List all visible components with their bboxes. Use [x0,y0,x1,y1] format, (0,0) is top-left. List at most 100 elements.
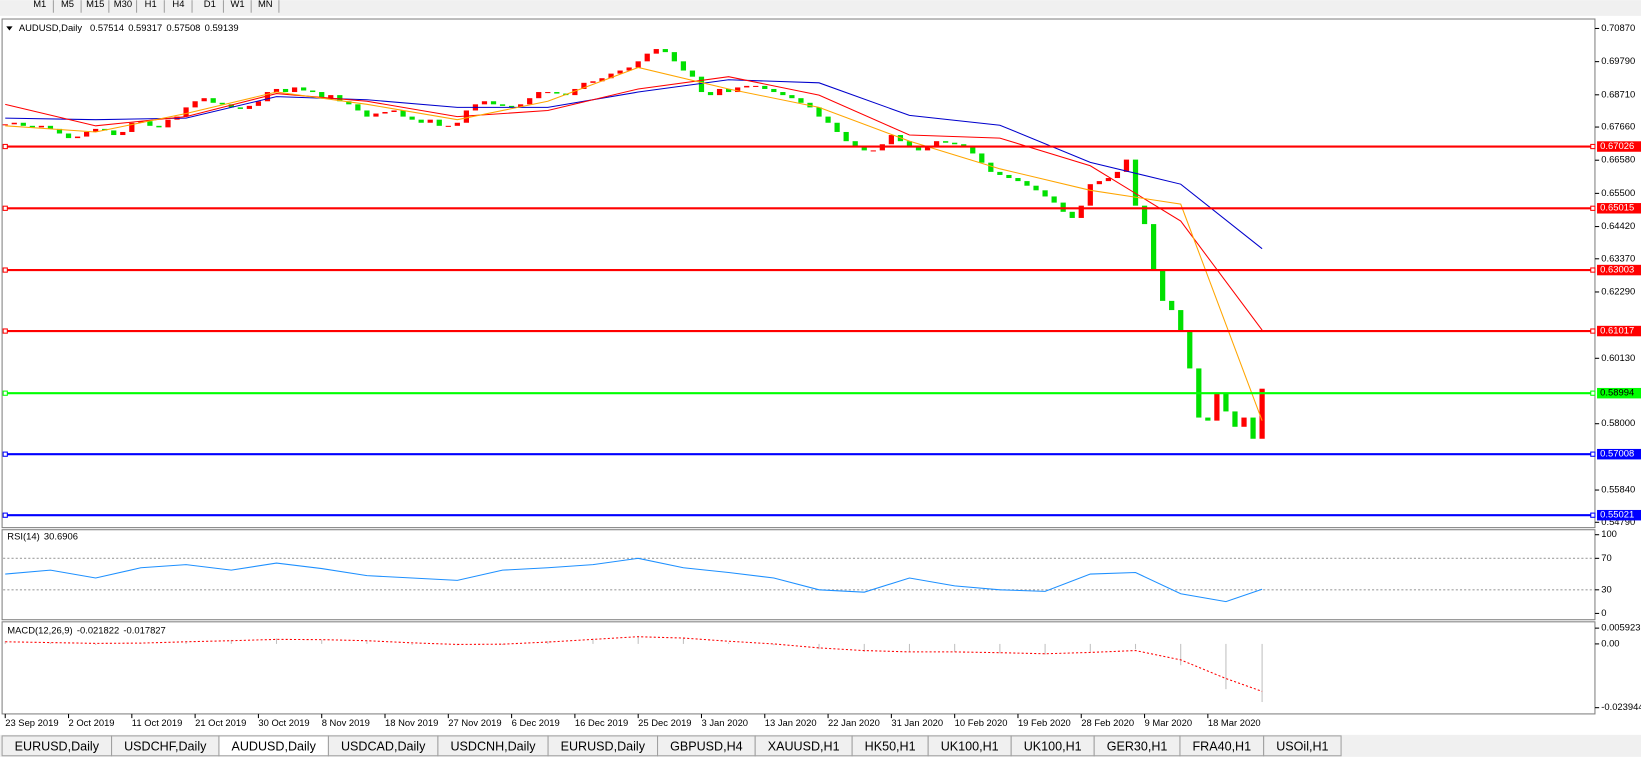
candle [825,116,831,123]
macd-bar [411,643,413,645]
candle [156,125,162,128]
tab-label[interactable]: UK100,H1 [1024,740,1082,754]
candle [328,95,334,99]
candle [1024,181,1030,186]
level-label-box [1597,325,1641,337]
candle [138,121,144,123]
macd-bar [1134,643,1137,650]
tab-label[interactable]: HK50,H1 [865,740,916,754]
candle [762,85,768,89]
timeframe-button[interactable]: H1 [145,0,157,9]
x-tick-label: 3 Jan 2020 [701,717,748,728]
timeframe-button[interactable]: M1 [33,0,46,9]
candle [1141,205,1148,225]
level-handle [1590,267,1596,273]
candle [183,107,189,117]
tab-label[interactable]: USDCHF,Daily [124,740,207,754]
candle [364,110,370,117]
candle [255,101,262,106]
candle [129,122,135,132]
tab-label[interactable]: USOil,H1 [1276,740,1328,754]
macd-bar [275,638,278,644]
timeframe-button[interactable]: M15 [86,0,104,9]
candle [400,110,406,117]
macd-bar [863,643,865,652]
y-tick-label: 0.67660 [1601,121,1635,132]
ohlc-value: 0.59139 [205,22,239,33]
candle [753,85,759,87]
level-handle [2,267,8,273]
candle [943,141,949,143]
timeframe-button[interactable]: W1 [231,0,245,9]
candle [264,92,271,102]
x-tick-label: 25 Dec 2019 [638,717,691,728]
tab-label[interactable]: XAUUSD,H1 [768,740,840,754]
candle [373,113,379,117]
ohlc-value: 0.57514 [90,22,124,33]
tab-label[interactable]: FRA40,H1 [1193,740,1252,754]
candle [319,92,325,99]
tab-label[interactable]: EURUSD,Daily [15,740,100,754]
macd-bar [999,643,1001,654]
tab-label[interactable]: UK100,H1 [941,740,999,754]
y-tick-label: 0.60130 [1601,352,1635,363]
candle [689,70,696,77]
y-tick-label: 0.65500 [1601,187,1635,198]
y-tick-label: 0.005923 [1601,622,1640,633]
tab-label[interactable]: USDCNH,Daily [450,740,536,754]
tab-label[interactable]: GER30,H1 [1107,740,1168,754]
macd-bar [1044,643,1046,655]
candle [662,49,668,53]
candle [56,128,63,134]
x-tick-label: 22 Jan 2020 [828,717,880,728]
timeframe-button[interactable]: M30 [114,0,132,9]
candle [147,121,153,126]
timeframe-button[interactable]: M5 [61,0,74,9]
candle [581,82,587,89]
tab-label[interactable]: EURUSD,Daily [561,740,646,754]
candle [427,119,433,123]
macd-bar [592,638,594,644]
candle [11,122,17,125]
candle [391,110,397,113]
timeframe-button[interactable]: H4 [172,0,184,9]
x-tick-label: 8 Nov 2019 [322,717,370,728]
candle [970,147,976,154]
candle [454,122,460,126]
tab[interactable] [1263,735,1342,757]
tab-label[interactable]: USDCAD,Daily [341,740,426,754]
x-tick-label: 27 Nov 2019 [448,717,501,728]
tab-label[interactable]: GBPUSD,H4 [670,740,743,754]
candle [870,150,876,152]
candle [337,95,343,102]
y-tick-label: 0.70870 [1601,22,1635,33]
candle [988,162,994,172]
moving-average [5,79,1263,250]
candle [38,125,45,128]
candle [933,141,940,148]
tab-label[interactable]: AUDUSD,Daily [232,740,317,754]
x-tick-label: 2 Oct 2019 [69,717,115,728]
candle [979,153,985,163]
candle [291,87,298,93]
level-handle [1590,143,1596,150]
rsi-panel [1,529,1596,621]
collapse-arrow [6,26,13,31]
candle [644,53,650,62]
candle [1096,181,1102,185]
level-label: 0.67026 [1600,140,1634,151]
level-handle [1590,451,1596,457]
macd-bar [818,643,820,650]
candle [861,147,867,151]
candle [120,131,126,136]
candle [508,105,515,108]
candle [481,101,488,105]
candle [1214,392,1220,421]
timeframe-button[interactable]: MN [258,0,273,9]
timeframe-button[interactable]: D1 [204,0,216,9]
candle [997,171,1003,175]
candle [1160,270,1166,301]
candle [617,70,623,74]
candle [780,92,786,96]
